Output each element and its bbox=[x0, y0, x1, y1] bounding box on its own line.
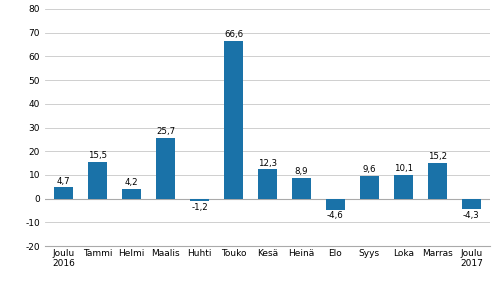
Bar bbox=[122, 189, 141, 199]
Text: 15,5: 15,5 bbox=[88, 151, 107, 160]
Text: -4,3: -4,3 bbox=[463, 211, 479, 220]
Text: 4,7: 4,7 bbox=[57, 177, 70, 186]
Bar bbox=[462, 199, 480, 209]
Text: 9,6: 9,6 bbox=[362, 165, 376, 174]
Bar bbox=[54, 188, 73, 199]
Bar bbox=[88, 162, 107, 199]
Text: 10,1: 10,1 bbox=[394, 164, 413, 173]
Text: -4,6: -4,6 bbox=[327, 212, 344, 220]
Bar bbox=[360, 176, 379, 199]
Bar bbox=[428, 163, 446, 199]
Bar bbox=[258, 169, 277, 199]
Text: 15,2: 15,2 bbox=[428, 152, 447, 161]
Text: 8,9: 8,9 bbox=[294, 167, 308, 176]
Bar bbox=[292, 178, 311, 199]
Bar bbox=[394, 175, 412, 199]
Bar bbox=[190, 199, 209, 201]
Text: 66,6: 66,6 bbox=[224, 30, 243, 39]
Bar bbox=[156, 138, 175, 199]
Text: 25,7: 25,7 bbox=[156, 127, 175, 136]
Text: 4,2: 4,2 bbox=[125, 178, 138, 187]
Text: -1,2: -1,2 bbox=[191, 203, 208, 212]
Bar bbox=[326, 199, 345, 209]
Bar bbox=[224, 41, 243, 199]
Text: 12,3: 12,3 bbox=[258, 159, 277, 168]
